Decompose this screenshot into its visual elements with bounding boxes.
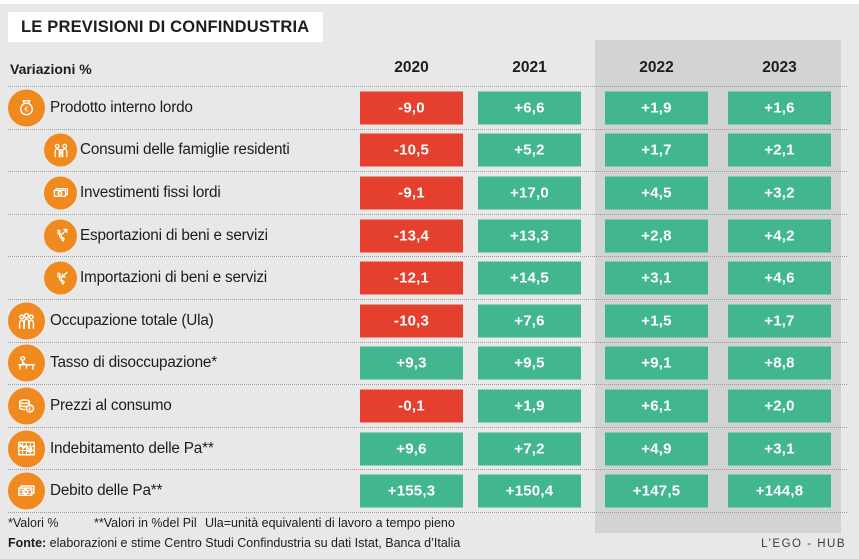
source-line: Fonte: elaborazioni e stime Centro Studi… <box>8 536 460 550</box>
table-row-household-consumption: Consumi delle famiglie residenti -10,5 +… <box>8 130 847 173</box>
value-cell: +9,3 <box>360 346 463 380</box>
banknote-euro-icon: € <box>8 472 45 510</box>
value-cell: +3,1 <box>728 432 831 466</box>
value-cell: +5,2 <box>478 133 581 167</box>
banknotes-icon: € <box>44 176 77 210</box>
row-label: Indebitamento delle Pa** <box>50 439 214 457</box>
value-cell: +147,5 <box>605 474 708 508</box>
row-label: Prezzi al consumo <box>50 396 172 414</box>
value-cell: +9,1 <box>605 346 708 380</box>
italy-export-arrow-icon <box>44 219 77 253</box>
table-row-gdp: € Prodotto interno lordo -9,0 +6,6 +1,9 … <box>8 87 847 130</box>
footnote-pct-of-gdp: **Valori in %del Pil <box>94 516 197 530</box>
source-text: elaborazioni e stime Centro Studi Confin… <box>46 536 461 550</box>
value-cell: +150,4 <box>478 474 581 508</box>
value-cell: -0,1 <box>360 389 463 423</box>
value-cell: +2,1 <box>728 133 831 167</box>
row-label: Debito delle Pa** <box>50 482 163 500</box>
column-header-2021: 2021 <box>512 59 547 76</box>
value-cell: +7,6 <box>478 304 581 338</box>
footnotes: *Valori % **Valori in %del Pil Ula=unità… <box>0 516 859 532</box>
footnote-percent-values: *Valori % <box>8 516 59 530</box>
row-label: Prodotto interno lordo <box>50 98 193 116</box>
agency-credit: L’EGO - HUB <box>761 538 846 550</box>
value-cell: +2,0 <box>728 389 831 423</box>
value-cell: +17,0 <box>478 176 581 210</box>
table-row-consumer-prices: € Prezzi al consumo -0,1 +1,9 +6,1 +2,0 <box>8 385 847 428</box>
value-cell: -10,5 <box>360 133 463 167</box>
value-cell: -9,0 <box>360 91 463 125</box>
value-cell: +13,3 <box>478 219 581 253</box>
row-label: Investimenti fissi lordi <box>80 183 221 201</box>
coins-icon: € <box>8 387 45 425</box>
footnote-ula-definition: Ula=unità equivalenti di lavoro a tempo … <box>205 516 455 530</box>
value-cell: +1,5 <box>605 304 708 338</box>
value-cell: -12,1 <box>360 261 463 295</box>
value-cell: -13,4 <box>360 219 463 253</box>
svg-text:€: € <box>28 406 32 413</box>
page-title: LE PREVISIONI DI CONFINDUSTRIA <box>21 17 310 36</box>
value-cell: +4,2 <box>728 219 831 253</box>
value-cell: +1,6 <box>728 91 831 125</box>
value-cell: +4,5 <box>605 176 708 210</box>
table-row-fixed-investments: € Investimenti fissi lordi -9,1 +17,0 +4… <box>8 172 847 215</box>
person-on-bench-icon <box>8 344 45 382</box>
column-header-2023: 2023 <box>762 59 797 76</box>
column-header-2020: 2020 <box>394 59 429 76</box>
table-row-pa-deficit: Indebitamento delle Pa** +9,6 +7,2 +4,9 … <box>8 428 847 471</box>
value-cell: +3,1 <box>605 261 708 295</box>
declining-chart-icon <box>8 430 45 468</box>
table-row-unemployment-rate: Tasso di disoccupazione* +9,3 +9,5 +9,1 … <box>8 343 847 386</box>
italy-import-arrow-icon <box>44 261 77 295</box>
value-cell: +14,5 <box>478 261 581 295</box>
source-prefix: Fonte: <box>8 536 47 550</box>
row-label: Consumi delle famiglie residenti <box>80 141 290 159</box>
value-cell: -9,1 <box>360 176 463 210</box>
workers-group-icon <box>8 302 45 340</box>
title-box: LE PREVISIONI DI CONFINDUSTRIA <box>8 12 324 42</box>
value-cell: +1,7 <box>728 304 831 338</box>
value-cell: -10,3 <box>360 304 463 338</box>
family-icon <box>44 133 77 167</box>
row-label: Tasso di disoccupazione* <box>50 354 217 372</box>
table-header-row: Variazioni % 2020 2021 2022 2023 <box>8 48 847 87</box>
value-cell: +6,6 <box>478 91 581 125</box>
value-cell: +8,8 <box>728 346 831 380</box>
value-cell: +2,8 <box>605 219 708 253</box>
money-bag-icon: € <box>8 89 45 127</box>
row-label: Importazioni di beni e servizi <box>80 269 267 287</box>
row-label: Occupazione totale (Ula) <box>50 311 214 329</box>
value-cell: +1,9 <box>605 91 708 125</box>
value-cell: +1,9 <box>478 389 581 423</box>
value-cell: +155,3 <box>360 474 463 508</box>
row-label: Esportazioni di beni e servizi <box>80 226 268 244</box>
value-cell: +9,6 <box>360 432 463 466</box>
svg-text:€: € <box>58 191 61 197</box>
table-row-pa-debt: € Debito delle Pa** +155,3 +150,4 +147,5… <box>8 470 847 513</box>
table-row-imports: Importazioni di beni e servizi -12,1 +14… <box>8 257 847 300</box>
unit-label: Variazioni % <box>10 61 92 77</box>
table-body: € Prodotto interno lordo -9,0 +6,6 +1,9 … <box>8 87 847 513</box>
svg-text:€: € <box>24 490 28 496</box>
value-cell: +7,2 <box>478 432 581 466</box>
table-row-exports: Esportazioni di beni e servizi -13,4 +13… <box>8 215 847 258</box>
value-cell: +6,1 <box>605 389 708 423</box>
top-margin-strip <box>0 0 859 4</box>
svg-text:€: € <box>25 105 29 113</box>
value-cell: +144,8 <box>728 474 831 508</box>
value-cell: +4,6 <box>728 261 831 295</box>
value-cell: +3,2 <box>728 176 831 210</box>
column-header-2022: 2022 <box>639 59 674 76</box>
value-cell: +4,9 <box>605 432 708 466</box>
value-cell: +9,5 <box>478 346 581 380</box>
table-row-total-employment: Occupazione totale (Ula) -10,3 +7,6 +1,5… <box>8 300 847 343</box>
value-cell: +1,7 <box>605 133 708 167</box>
